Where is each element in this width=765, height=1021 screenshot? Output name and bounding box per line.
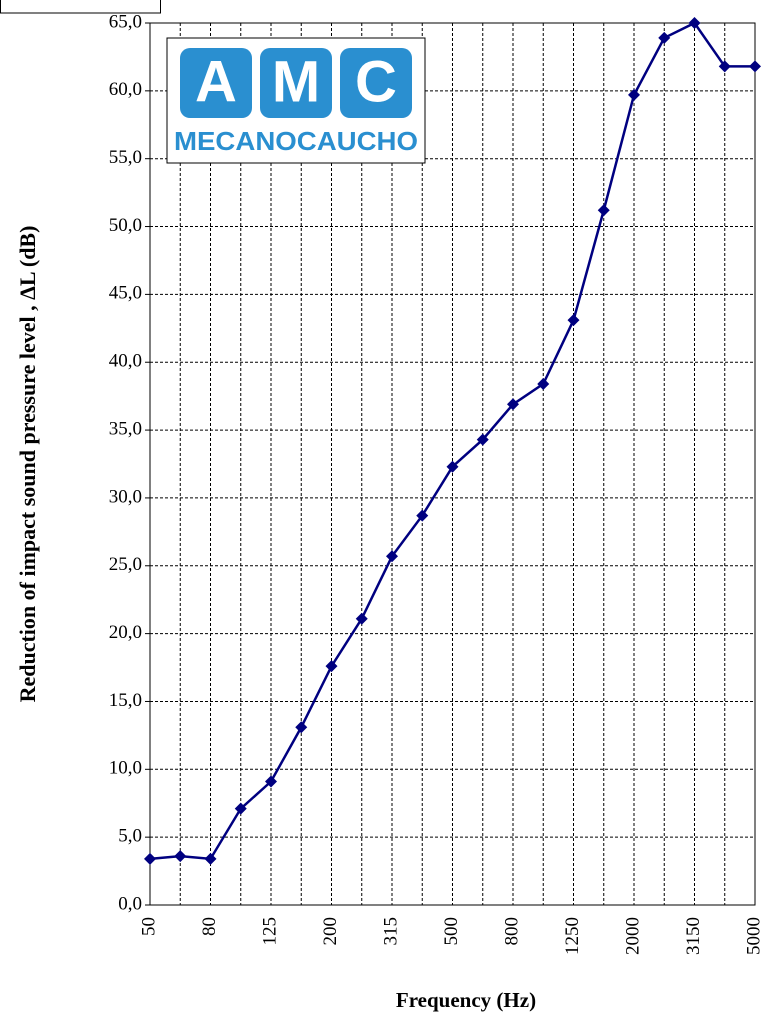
logo-letter: A: [195, 49, 237, 114]
marker: [658, 31, 671, 44]
marker: [234, 802, 247, 815]
logo-tile: [340, 48, 412, 118]
marker: [386, 550, 398, 563]
marker: [446, 460, 459, 473]
marker: [537, 377, 550, 390]
x-tick-label: 80: [199, 917, 220, 936]
y-tick-label: 20,0: [109, 622, 142, 643]
x-tick-label: 3150: [683, 917, 704, 955]
y-tick-label: 25,0: [109, 554, 142, 575]
marker: [265, 775, 277, 788]
x-tick-label: 500: [441, 917, 462, 946]
marker: [416, 509, 429, 522]
logo-tile: [180, 48, 252, 118]
x-tick-label: 315: [380, 917, 401, 946]
marker: [325, 660, 338, 673]
marker: [749, 60, 761, 73]
y-tick-label: 45,0: [109, 283, 142, 304]
logo: A M C MECANOCAUCHO: [166, 37, 426, 164]
y-tick-label: 0,0: [118, 893, 142, 914]
marker: [476, 433, 489, 446]
logo-letter: M: [272, 49, 320, 114]
y-tick-label: 5,0: [118, 826, 142, 847]
x-tick-label: 800: [501, 917, 522, 946]
y-tick-label: 10,0: [109, 758, 142, 779]
logo-name: MECANOCAUCHO: [174, 126, 418, 156]
x-axis-label: Frequency (Hz): [396, 988, 536, 1012]
logo-tile: [260, 48, 332, 118]
marker: [174, 850, 187, 863]
y-tick-label: 60,0: [109, 79, 142, 100]
x-tick-label: 1250: [562, 917, 583, 955]
marker: [688, 17, 701, 29]
x-tick-label: 5000: [743, 917, 764, 955]
marker: [567, 314, 580, 327]
x-tick-label: 200: [320, 917, 341, 946]
y-tick-label: 55,0: [109, 147, 142, 168]
marker: [295, 721, 308, 734]
axis-frame: [149, 22, 756, 906]
y-tick-label: 40,0: [109, 351, 142, 372]
y-tick-label: 35,0: [109, 418, 142, 439]
x-tick-label: 125: [259, 917, 280, 946]
logo-letter: C: [355, 49, 397, 114]
marker: [144, 852, 156, 865]
y-tick-label: 50,0: [109, 215, 142, 236]
legend-box: [0, 0, 161, 14]
x-tick-label: 2000: [622, 917, 643, 955]
marker: [204, 852, 217, 865]
y-tick-label: 30,0: [109, 486, 142, 507]
y-axis-label: Reduction of impact sound pressure level…: [15, 226, 40, 703]
marker: [355, 612, 368, 625]
marker: [628, 88, 640, 101]
x-tick-label: 50: [138, 917, 159, 936]
marker: [597, 204, 610, 217]
y-tick-label: 15,0: [109, 690, 142, 711]
marker: [507, 398, 519, 411]
marker: [718, 60, 731, 73]
y-tick-label: 65,0: [109, 11, 142, 32]
